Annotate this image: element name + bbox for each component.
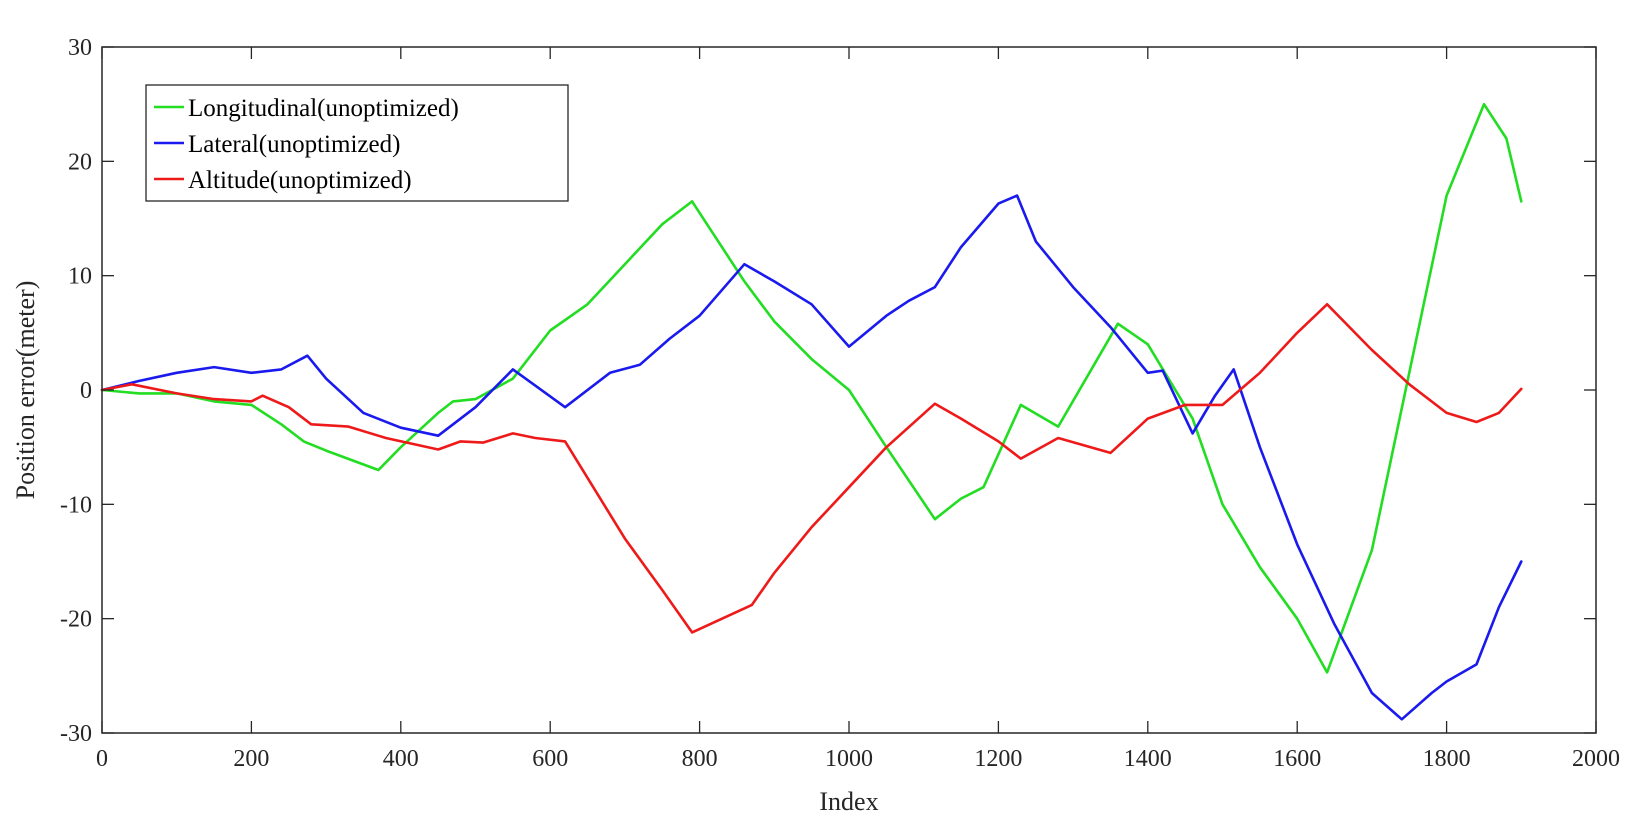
series-line-1 [100, 194, 1523, 721]
series-layer [100, 102, 1523, 721]
y-tick-label-2: -10 [60, 492, 92, 518]
legend-label-0: Longitudinal(unoptimized) [188, 95, 459, 122]
x-tick-label-6: 1200 [974, 746, 1022, 772]
x-tick-label-8: 1600 [1273, 746, 1321, 772]
tick-layer: 0 200 400 600 800 1000 1200 1400 1600 1800 2000-30… [60, 35, 1620, 772]
y-tick-label-5: 20 [68, 149, 92, 175]
x-tick-label-7: 1400 [1124, 746, 1172, 772]
x-tick-label-10: 2000 [1572, 746, 1620, 772]
x-tick-label-9: 1800 [1423, 746, 1471, 772]
legend-label-2: Altitude(unoptimized) [188, 167, 412, 194]
y-tick-label-6: 30 [68, 35, 92, 61]
y-tick-label-4: 10 [68, 264, 92, 290]
y-tick-label-3: 0 [80, 378, 92, 404]
series-line-0 [100, 102, 1523, 674]
x-tick-label-2: 400 [383, 746, 419, 772]
x-tick-label-4: 800 [682, 746, 718, 772]
legend: Longitudinal(unoptimized) Lateral(unoptim… [145, 84, 569, 202]
x-tick-label-5: 1000 [825, 746, 873, 772]
x-axis-label: Index [819, 787, 878, 816]
y-tick-label-0: -30 [60, 721, 92, 747]
x-tick-label-1: 200 [233, 746, 269, 772]
x-tick-label-3: 600 [532, 746, 568, 772]
series-line-2 [100, 302, 1523, 634]
y-axis-label: Position error(meter) [11, 281, 40, 500]
legend-box [145, 84, 569, 202]
x-tick-label-0: 0 [96, 746, 108, 772]
y-tick-label-1: -20 [60, 607, 92, 633]
legend-label-1: Lateral(unoptimized) [188, 131, 400, 158]
